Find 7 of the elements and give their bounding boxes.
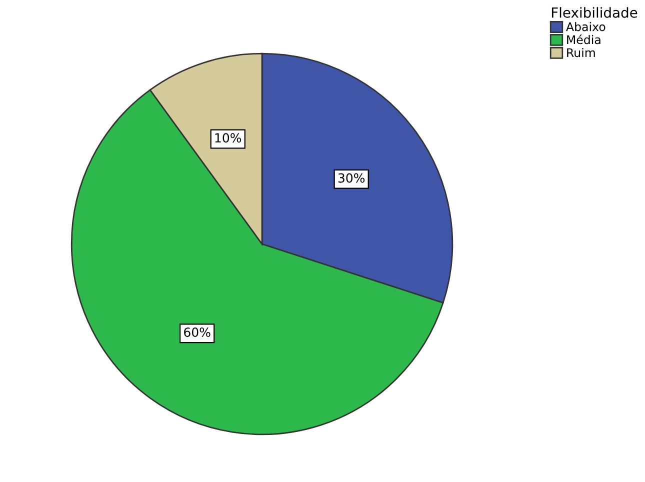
data-label: 60% <box>184 328 210 337</box>
data-label: 10% <box>215 133 242 143</box>
legend-label: Média <box>567 34 600 44</box>
data-label: 30% <box>338 173 365 183</box>
legend-title: Flexibilidade <box>552 7 638 18</box>
legend-label: Ruim <box>567 48 595 58</box>
legend-label: Abaixo <box>566 22 606 32</box>
